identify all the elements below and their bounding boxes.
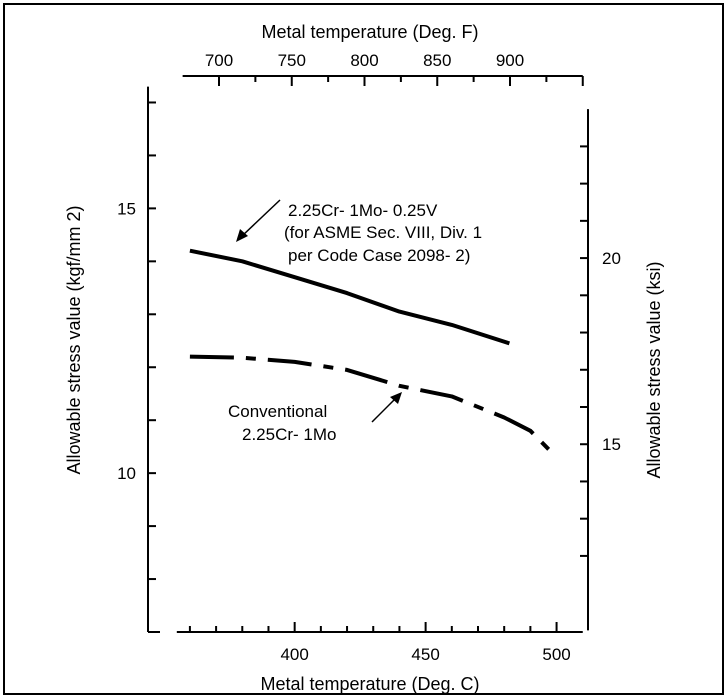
annotation-v-arrowhead	[236, 229, 248, 242]
y-axis-left: 10 15	[117, 86, 160, 633]
y-axis-label-right: Allowable stress value (ksi)	[644, 261, 664, 478]
x-tick-label-top: 700	[205, 51, 233, 70]
x-axis-top: 700 750 800 850 900	[182, 51, 584, 86]
x-tick-label-top: 850	[423, 51, 451, 70]
y-tick-label-right: 15	[602, 435, 621, 454]
annotation-conventional: Conventional 2.25Cr- 1Mo	[228, 392, 402, 444]
x-tick-label-top: 800	[350, 51, 378, 70]
annotation-conv-arrowhead	[390, 392, 402, 404]
x-tick-label-bottom: 450	[411, 645, 439, 664]
annotation-v-arrow	[241, 199, 281, 237]
y-tick-label-left: 10	[117, 464, 136, 483]
annotation-conv-arrow	[371, 397, 397, 423]
x-tick-label-top: 900	[496, 51, 524, 70]
x-tick-label-top: 750	[278, 51, 306, 70]
x-tick-label-bottom: 500	[542, 645, 570, 664]
x-axis-bottom: 400 450 500	[176, 622, 583, 664]
series-line-conventional	[189, 354, 553, 454]
annotation-v-line-3: per Code Case 2098- 2)	[288, 246, 470, 265]
series-layer	[189, 248, 553, 454]
annotation-v-alloy: 2.25Cr- 1Mo- 0.25V (for ASME Sec. VIII, …	[236, 199, 482, 265]
y-axis-label-left: Allowable stress value (kgf/mm 2)	[64, 205, 84, 474]
series-line-v-alloy	[189, 248, 511, 346]
x-tick-label-bottom: 400	[280, 645, 308, 664]
x-axis-label-top: Metal temperature (Deg. F)	[261, 22, 478, 42]
annotation-conv-line-2: 2.25Cr- 1Mo	[242, 425, 336, 444]
annotation-v-line-1: 2.25Cr- 1Mo- 0.25V	[288, 201, 438, 220]
frame-border	[3, 3, 724, 695]
x-axis-label-bottom: Metal temperature (Deg. C)	[260, 674, 479, 694]
y-tick-label-left: 15	[117, 199, 136, 218]
annotation-v-line-2: (for ASME Sec. VIII, Div. 1	[284, 223, 482, 242]
annotation-conv-line-1: Conventional	[228, 402, 327, 421]
y-tick-label-right: 20	[602, 249, 621, 268]
